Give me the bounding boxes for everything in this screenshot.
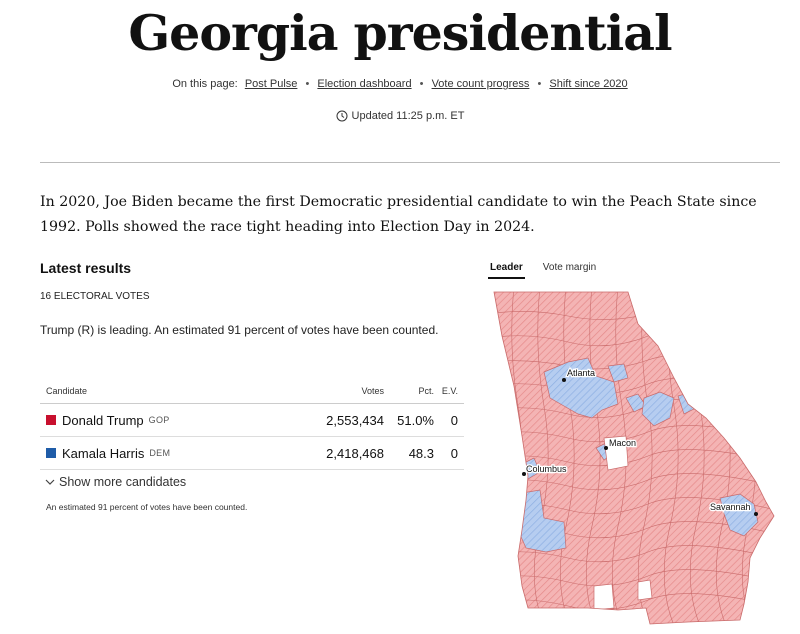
divider — [40, 162, 780, 163]
nav-separator: • — [305, 78, 310, 90]
table-row: Donald Trump GOP 2,553,434 51.0% 0 — [40, 404, 464, 437]
link-election-dashboard[interactable]: Election dashboard — [317, 78, 412, 90]
updated-text: Updated 11:25 p.m. ET — [351, 110, 465, 122]
results-footnote: An estimated 91 percent of votes have be… — [46, 502, 248, 512]
nav-separator: • — [537, 78, 542, 90]
header-candidate: Candidate — [46, 385, 88, 396]
show-more-candidates-button[interactable]: Show more candidates — [45, 475, 186, 489]
nav-separator: • — [419, 78, 424, 90]
no-results-county — [593, 583, 615, 611]
candidate-votes: 2,418,468 — [326, 445, 384, 461]
party-label: GOP — [148, 415, 170, 425]
map-tabs: Leader Vote margin — [488, 262, 598, 279]
table-header: Candidate Votes Pct. E.V. — [40, 378, 464, 404]
city-markers: Atlanta Macon Columbus Savannah — [522, 367, 758, 516]
header-pct: Pct. — [418, 385, 434, 396]
candidate-ev: 0 — [450, 412, 458, 428]
clock-icon — [336, 110, 348, 122]
results-heading: Latest results — [40, 260, 132, 276]
city-label-savannah: Savannah — [710, 502, 751, 512]
chevron-down-icon — [45, 479, 55, 485]
city-label-atlanta: Atlanta — [567, 368, 595, 378]
on-this-page-nav: On this page: Post Pulse • Election dash… — [0, 78, 800, 90]
party-color-swatch — [46, 415, 56, 425]
no-results-county — [603, 435, 629, 471]
city-label-columbus: Columbus — [526, 464, 567, 474]
on-this-page-label: On this page: — [172, 78, 238, 90]
city-dot-columbus — [522, 472, 526, 476]
candidate-pct: 51.0% — [397, 412, 434, 428]
table-row: Kamala Harris DEM 2,418,468 48.3 0 — [40, 437, 464, 470]
results-status: Trump (R) is leading. An estimated 91 pe… — [40, 323, 439, 337]
link-post-pulse[interactable]: Post Pulse — [244, 78, 298, 90]
candidate-name: Kamala Harris — [62, 445, 145, 461]
link-shift-since-2020[interactable]: Shift since 2020 — [549, 78, 628, 90]
intro-paragraph: In 2020, Joe Biden became the first Demo… — [40, 194, 757, 235]
city-dot-macon — [604, 446, 608, 450]
header-votes: Votes — [361, 385, 384, 396]
no-results-county — [637, 579, 653, 601]
party-label: DEM — [149, 448, 171, 458]
header-ev: E.V. — [441, 385, 458, 396]
georgia-county-map[interactable]: Atlanta Macon Columbus Savannah — [488, 286, 784, 630]
candidate-ev: 0 — [450, 445, 458, 461]
tab-vote-margin[interactable]: Vote margin — [542, 262, 597, 273]
city-label-macon: Macon — [609, 438, 636, 448]
candidate-pct: 48.3 — [408, 445, 434, 461]
candidate-votes: 2,553,434 — [326, 412, 384, 428]
page-title: Georgia presidential — [128, 4, 672, 62]
link-vote-count-progress[interactable]: Vote count progress — [431, 78, 530, 90]
city-dot-atlanta — [562, 378, 566, 382]
updated-timestamp: Updated 11:25 p.m. ET — [0, 110, 800, 122]
show-more-label: Show more candidates — [59, 475, 187, 489]
results-table: Candidate Votes Pct. E.V. Donald Trump G… — [40, 378, 464, 470]
tab-leader[interactable]: Leader — [488, 262, 525, 279]
candidate-name: Donald Trump — [62, 412, 144, 428]
dem-counties — [515, 357, 759, 553]
state-outline — [493, 291, 775, 625]
electoral-votes-label: 16 ELECTORAL VOTES — [40, 291, 150, 302]
city-dot-savannah — [754, 512, 758, 516]
party-color-swatch — [46, 448, 56, 458]
